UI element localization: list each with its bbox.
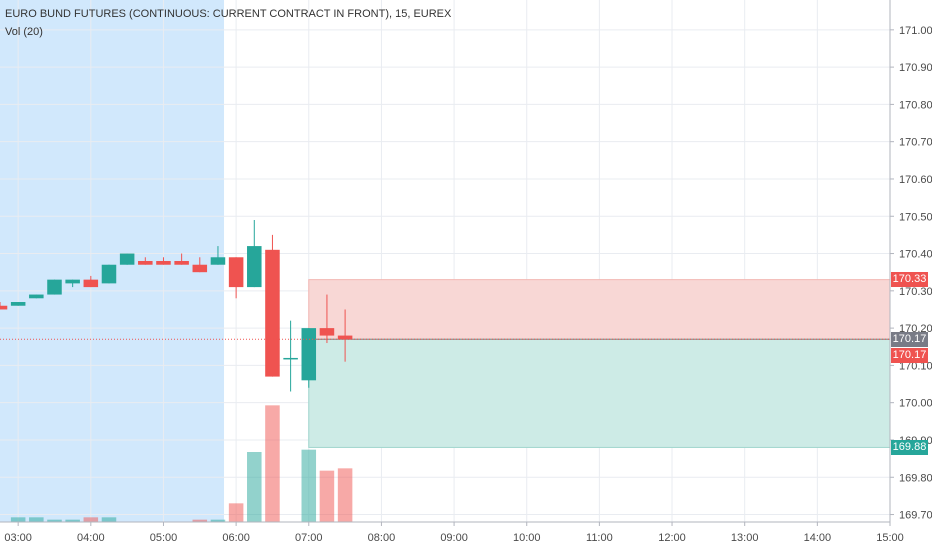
price-tick-label: 170.10 (899, 360, 932, 372)
price-tick-label: 170.00 (899, 398, 932, 410)
price-tick-label: 170.30 (899, 286, 932, 298)
volume-bar (83, 517, 99, 522)
time-tick-label: 13:00 (731, 532, 759, 544)
price-label: 170.17 (891, 347, 928, 363)
time-tick-label: 12:00 (658, 532, 686, 544)
candle-body (0, 305, 8, 310)
volume-bar (247, 452, 262, 522)
candle-body (228, 257, 244, 288)
candle-body (47, 279, 62, 295)
candle-body (301, 328, 317, 381)
candle-body (337, 335, 353, 340)
time-tick-label: 03:00 (4, 532, 32, 544)
candle-body (101, 264, 117, 284)
volume-bar (192, 519, 208, 522)
time-tick-label: 10:00 (513, 532, 541, 544)
candle-body (10, 302, 26, 306)
price-label: 170.33 (891, 272, 928, 288)
candle-body (138, 261, 153, 265)
volume-bar (319, 470, 335, 522)
time-tick-label: 06:00 (222, 532, 250, 544)
volume-bar (265, 405, 280, 522)
candle-body (83, 279, 99, 288)
candle-body (192, 264, 208, 273)
time-tick-label: 14:00 (804, 532, 832, 544)
candle-body (156, 261, 171, 265)
time-tick-label: 11:00 (586, 532, 613, 544)
volume-bar (210, 519, 226, 522)
volume-bar (65, 519, 80, 522)
time-tick-label: 08:00 (368, 532, 396, 544)
volume-bar (228, 503, 244, 522)
volume-bar (29, 517, 44, 522)
price-tick-label: 170.60 (899, 174, 932, 186)
candle-body (29, 294, 44, 299)
candle-body (265, 249, 280, 377)
price-tick-label: 170.80 (899, 99, 932, 111)
time-tick-label: 15:00 (876, 532, 904, 544)
price-tick-label: 169.80 (899, 472, 932, 484)
price-label: 169.88 (891, 439, 928, 455)
time-tick-label: 09:00 (440, 532, 468, 544)
profit-target-zone (308, 338, 891, 448)
candle-body (247, 246, 262, 288)
volume-bar (337, 468, 353, 522)
candle-body (283, 357, 298, 360)
candle-body (174, 261, 189, 265)
price-tick-label: 170.40 (899, 249, 932, 261)
stop-loss-zone (308, 279, 891, 340)
chart-title: EURO BUND FUTURES (CONTINUOUS: CURRENT C… (5, 8, 452, 20)
price-tick-label: 171.00 (899, 25, 932, 37)
volume-bar (10, 517, 26, 522)
candle-body (119, 253, 135, 265)
time-tick-label: 07:00 (295, 532, 323, 544)
volume-bar (47, 519, 62, 522)
time-tick-label: 05:00 (150, 532, 178, 544)
price-tick-label: 169.70 (899, 510, 932, 522)
candle-body (65, 279, 80, 284)
time-tick-label: 04:00 (77, 532, 105, 544)
price-tick-label: 170.90 (899, 62, 932, 74)
volume-legend: Vol (20) (5, 26, 43, 38)
candle-body (319, 328, 335, 336)
volume-bar (301, 449, 317, 522)
session-shading (0, 0, 225, 522)
price-label: 170.17 (891, 331, 928, 347)
candle-body (210, 257, 226, 265)
price-tick-label: 170.70 (899, 137, 932, 149)
price-tick-label: 170.50 (899, 211, 932, 223)
volume-bar (101, 517, 117, 522)
